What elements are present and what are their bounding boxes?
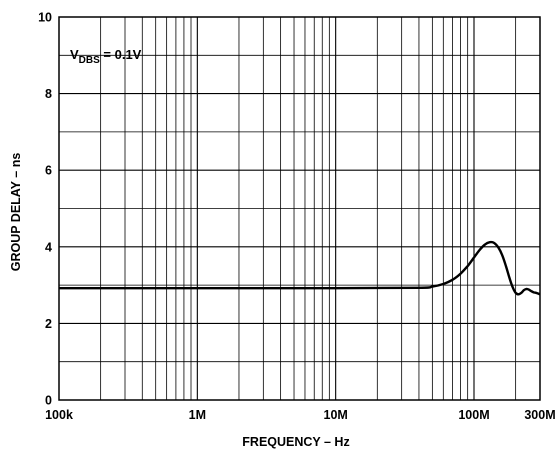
grid-lines	[59, 17, 540, 400]
vdbs-annotation: VDBS = 0.1V	[70, 47, 142, 66]
x-tick-label: 1M	[189, 408, 206, 422]
y-tick-label: 6	[45, 164, 52, 178]
annotation-main: V	[70, 47, 79, 62]
annotation-subscript: DBS	[79, 55, 100, 66]
y-tick-label: 4	[45, 240, 52, 254]
y-tick-label: 10	[38, 11, 52, 25]
y-tick-label: 0	[45, 394, 52, 408]
x-tick-label: 100k	[45, 408, 73, 422]
series-lines	[59, 240, 541, 296]
x-tick-label: 300M	[524, 408, 555, 422]
x-tick-label: 100M	[458, 408, 489, 422]
x-axis-label: FREQUENCY – Hz	[242, 435, 349, 449]
plot-frame	[58, 16, 541, 401]
y-tick-label: 8	[45, 87, 52, 101]
x-tick-label: 10M	[324, 408, 348, 422]
y-tick-label: 2	[45, 317, 52, 331]
group-delay-curve	[59, 240, 541, 296]
y-axis-label: GROUP DELAY – ns	[9, 153, 23, 272]
annotation-suffix: = 0.1V	[100, 47, 142, 62]
tick-labels: 100k 1M 10M 100M 300M 0 2 4 6 8 10	[38, 11, 556, 423]
